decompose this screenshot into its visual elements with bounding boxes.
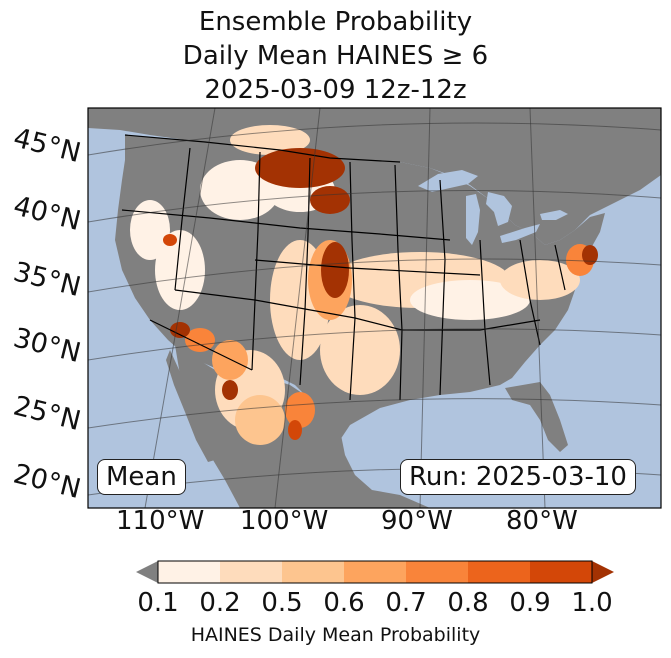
run-date-label: Run: 2025-03-10 (400, 459, 636, 495)
colorbar-bin (406, 561, 469, 583)
lon-label-90: 90°W (381, 506, 453, 536)
lake-ontario (540, 210, 568, 220)
lake-erie (500, 224, 540, 243)
probability-region (320, 305, 400, 395)
probability-region (170, 322, 190, 338)
colorbar-under-arrow (136, 561, 158, 583)
colorbar (136, 560, 614, 584)
colorbar-tick: 0.2 (199, 588, 241, 618)
map-frame (87, 107, 662, 509)
mean-label: Mean (97, 459, 186, 495)
colorbar-over-arrow (592, 561, 614, 583)
political-borders (121, 134, 566, 401)
colorbar-bin (468, 561, 531, 583)
probability-region (288, 420, 302, 440)
probability-region (321, 242, 349, 298)
lake-huron (486, 192, 512, 226)
lon-label-110: 110°W (116, 506, 205, 536)
probability-region (285, 392, 315, 428)
colorbar-tick: 0.6 (323, 588, 365, 618)
probability-region (222, 380, 238, 400)
colorbar-bin (344, 561, 407, 583)
lon-label-80: 80°W (506, 506, 578, 536)
colorbar-bin (220, 561, 283, 583)
baja-peninsula (166, 350, 215, 462)
title-line-3: 2025-03-09 12z-12z (204, 75, 467, 105)
probability-region (163, 234, 177, 246)
colorbar-bin (282, 561, 345, 583)
probability-region (582, 245, 598, 265)
colorbar-label: HAINES Daily Mean Probability (190, 624, 481, 646)
probability-region (212, 340, 248, 380)
colorbar-tick: 0.7 (385, 588, 427, 618)
graticule (88, 108, 661, 508)
probability-region (310, 186, 350, 214)
colorbar-bin (158, 561, 221, 583)
colorbar-tick: 0.5 (261, 588, 303, 618)
probability-region (130, 200, 170, 260)
colorbar-tick: 0.8 (447, 588, 489, 618)
title-line-1: Ensemble Probability (198, 7, 473, 37)
colorbar-tick: 0.9 (509, 588, 551, 618)
colorbar-bin (530, 561, 593, 583)
title-line-2: Daily Mean HAINES ≥ 6 (182, 41, 489, 71)
probability-region (410, 280, 530, 320)
probability-region (235, 395, 285, 445)
colorbar-tick: 0.1 (137, 588, 179, 618)
colorbar-tick: 1.0 (571, 588, 613, 618)
lake-superior (418, 170, 478, 192)
probability-region (155, 230, 205, 310)
lon-label-100: 100°W (240, 506, 329, 536)
lake-michigan (466, 194, 480, 245)
probability-region (230, 125, 310, 155)
probability-region (255, 148, 345, 188)
